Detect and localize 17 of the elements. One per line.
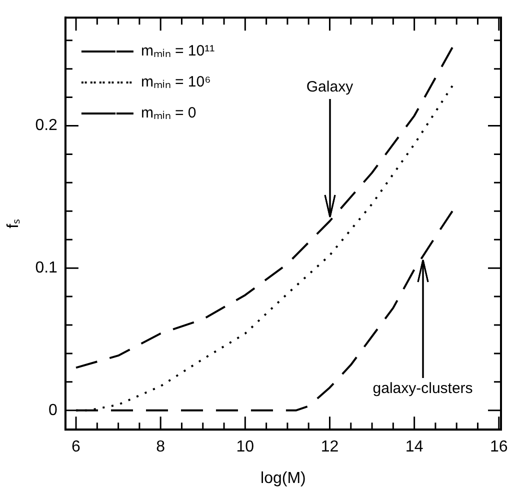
line-series — [75, 46, 454, 369]
y-axis-title: fₛ — [5, 218, 22, 228]
legend-label: mₘᵢₙ = 10¹¹ — [140, 42, 215, 60]
y-tick-label: 0.1 — [35, 259, 58, 276]
x-axis-title: log(M) — [260, 470, 306, 487]
x-tick-label: 6 — [72, 438, 81, 456]
x-tick-label: 10 — [236, 438, 254, 456]
y-tick-label: 0 — [48, 402, 58, 419]
x-tick-label: 16 — [490, 438, 508, 456]
x-tick-label: 12 — [320, 438, 339, 456]
x-tick-label: 14 — [405, 438, 424, 456]
annotation: Galaxy — [306, 78, 354, 96]
legend-label: mₘᵢₙ = 10⁶ — [140, 74, 211, 91]
x-tick-label: 8 — [156, 438, 166, 456]
annotation: galaxy-clusters — [372, 380, 473, 398]
y-tick-label: 0.2 — [35, 117, 58, 134]
legend-label: mₘᵢₙ = 0 — [140, 104, 196, 122]
